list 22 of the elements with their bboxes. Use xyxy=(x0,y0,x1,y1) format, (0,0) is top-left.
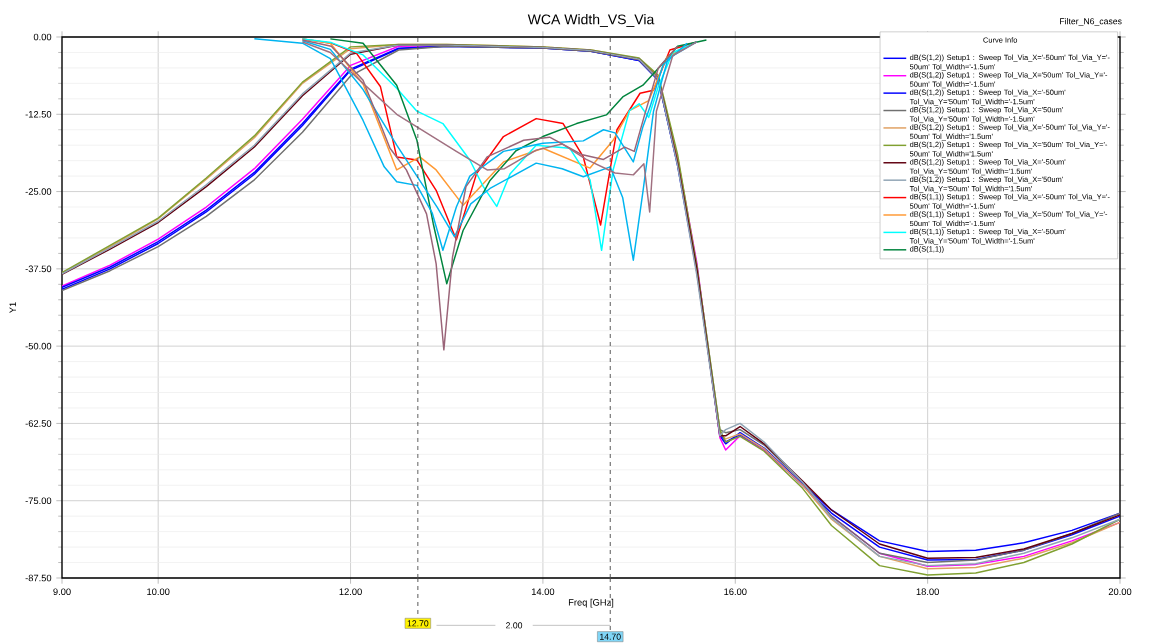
y-tick-label: -37.50 xyxy=(25,265,52,273)
ref-line-label: 14.70 xyxy=(600,633,621,640)
y-tick-label: -25.00 xyxy=(25,188,52,195)
x-tick-label: 10.00 xyxy=(147,588,170,595)
y-tick-label: -75.00 xyxy=(25,497,52,505)
x-tick-label: 9.00 xyxy=(53,588,71,595)
y-tick-label: -12.50 xyxy=(25,110,52,118)
y-tick-label: -62.50 xyxy=(25,420,52,427)
text: 2.00 xyxy=(506,622,523,629)
y-tick-label: 0.00 xyxy=(33,33,52,41)
ref-line-label: 12.70 xyxy=(407,620,429,627)
text: Filter_N6_cases xyxy=(1060,17,1122,26)
x-axis-title: Freq [GHz] xyxy=(568,598,614,608)
chart-title: WCA Width_VS_Via xyxy=(527,14,655,27)
y-tick-label: -50.00 xyxy=(25,342,52,350)
x-tick-label: 16.00 xyxy=(724,588,747,595)
y-axis-title: Y1 xyxy=(9,302,16,313)
x-tick-label: 12.00 xyxy=(339,588,362,595)
x-tick-label: 14.00 xyxy=(531,588,555,595)
y-tick-label: -87.50 xyxy=(25,574,52,582)
x-tick-label: 18.00 xyxy=(916,588,939,595)
x-tick-label: 20.00 xyxy=(1108,588,1132,595)
